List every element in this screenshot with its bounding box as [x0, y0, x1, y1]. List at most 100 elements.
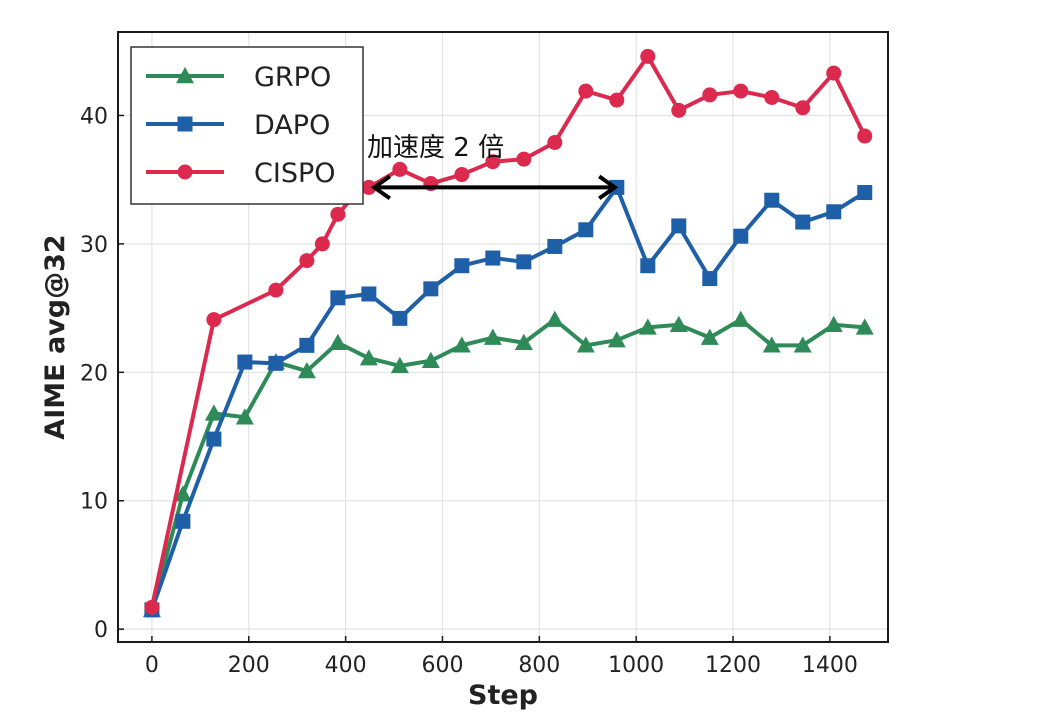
x-tick-label: 0	[145, 653, 159, 678]
cispo-point	[547, 134, 563, 150]
legend-label: DAPO	[254, 110, 330, 141]
dapo-point	[330, 290, 346, 306]
grpo-point	[762, 336, 781, 353]
dapo-point	[237, 354, 253, 370]
legend-swatch-marker	[177, 116, 193, 132]
cispo-point	[609, 92, 625, 108]
cispo-point	[795, 100, 811, 116]
annotation-arrow-head-right	[598, 174, 619, 201]
plot-frame	[117, 31, 889, 643]
grpo-point	[452, 336, 471, 353]
dapo-point	[485, 250, 501, 266]
y-tick-label: 10	[80, 490, 108, 515]
cispo-point	[578, 83, 594, 99]
grpo-point	[793, 336, 812, 353]
x-tick-label: 1000	[608, 653, 664, 678]
grpo-point	[328, 333, 347, 350]
x-tick-label: 400	[325, 653, 367, 678]
dapo-series	[144, 179, 873, 618]
grpo-series	[142, 310, 874, 618]
x-tick-label: 600	[421, 653, 463, 678]
cispo-point	[671, 102, 687, 118]
cispo-point	[314, 236, 330, 252]
dapo-point	[361, 286, 377, 302]
dapo-point	[392, 310, 408, 326]
dapo-point	[175, 513, 191, 529]
dapo-point	[268, 355, 284, 371]
dapo-point	[826, 204, 842, 220]
legend-item-grpo: GRPO	[146, 62, 331, 93]
grpo-point	[235, 408, 254, 425]
cispo-point	[454, 167, 470, 183]
grpo-point	[545, 310, 564, 327]
annotation-label: 加速度 2 倍	[367, 133, 504, 163]
cispo-point	[361, 179, 377, 195]
grpo-point	[421, 351, 440, 368]
grpo-point	[514, 333, 533, 350]
dapo-point	[671, 218, 687, 234]
y-axis-title: AIME avg@32	[40, 234, 71, 439]
axis-ticks: 0 200 400 600 800 1000 1200 1400 0 10 20 30 40	[80, 104, 858, 678]
dapo-point	[702, 271, 718, 287]
grpo-point	[607, 331, 626, 348]
cispo-point	[764, 89, 780, 105]
y-tick-label: 40	[80, 104, 108, 129]
legend-item-cispo: CISPO	[146, 158, 336, 189]
x-tick-label: 200	[228, 653, 270, 678]
grpo-point	[855, 318, 874, 335]
grpo-point	[638, 318, 657, 335]
cispo-point	[206, 312, 222, 328]
cispo-point	[299, 253, 315, 269]
cispo-point	[733, 83, 749, 99]
dapo-point	[857, 185, 873, 201]
dapo-point	[547, 238, 563, 254]
legend-swatch-marker	[177, 164, 193, 180]
cispo-point	[640, 48, 656, 64]
grpo-point	[700, 328, 719, 345]
grpo-point	[669, 315, 688, 332]
dapo-point	[795, 214, 811, 230]
grpo-point	[173, 485, 192, 502]
grpo-point	[359, 349, 378, 366]
cispo-point	[330, 206, 346, 222]
grpo-point	[390, 356, 409, 374]
cispo-point	[485, 154, 501, 170]
x-tick-label: 800	[518, 653, 560, 678]
grpo-point	[297, 362, 316, 379]
annotation-group: 加速度 2 倍	[367, 133, 619, 201]
grpo-point	[824, 315, 843, 332]
cispo-point	[268, 282, 284, 298]
grpo-point	[483, 328, 502, 345]
y-tick-label: 0	[94, 618, 108, 643]
annotation-arrow-head-left	[370, 174, 391, 201]
dapo-point	[206, 431, 222, 447]
legend: GRPO DAPO CISPO	[130, 46, 364, 205]
legend-item-dapo: DAPO	[146, 110, 330, 141]
grpo-point	[731, 310, 750, 327]
x-axis-title: Step	[468, 680, 538, 711]
dapo-line	[149, 185, 867, 612]
cispo-series	[144, 48, 873, 615]
grpo-point	[576, 336, 595, 353]
y-tick-label: 20	[80, 361, 108, 386]
dapo-point	[454, 258, 470, 274]
x-tick-label: 1400	[802, 653, 858, 678]
dapo-point	[733, 228, 749, 244]
dapo-point	[640, 258, 656, 274]
legend-swatch-marker	[176, 67, 194, 84]
series-group	[142, 48, 874, 618]
dapo-point	[299, 337, 315, 353]
grpo-point	[204, 404, 223, 421]
legend-label: CISPO	[254, 158, 336, 189]
dapo-point	[578, 222, 594, 238]
dapo-point	[516, 254, 532, 270]
y-tick-label: 30	[80, 233, 108, 258]
cispo-point	[392, 161, 408, 177]
cispo-point	[516, 151, 532, 167]
x-tick-label: 1200	[705, 653, 761, 678]
cispo-point	[826, 65, 842, 81]
legend-label: GRPO	[254, 62, 331, 93]
cispo-point	[857, 128, 873, 144]
